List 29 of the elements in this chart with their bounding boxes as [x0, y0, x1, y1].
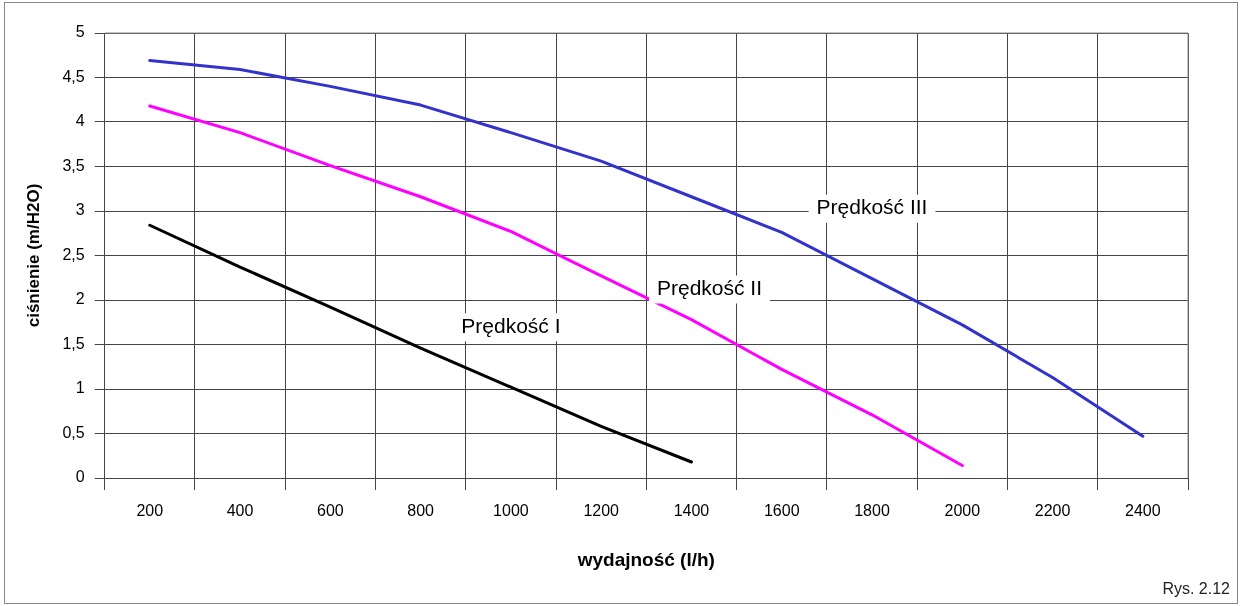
- text: Rys. 2.12: [1162, 580, 1230, 598]
- series-label: Prędkość II: [656, 276, 763, 300]
- x-tick-label: 2200: [1034, 502, 1071, 520]
- y-axis-title: ciśnienie (m/H2O): [23, 183, 43, 328]
- y-tick-label: 3: [75, 201, 85, 219]
- series-label: Prędkość I: [461, 314, 561, 338]
- y-tick-label: 3,5: [62, 156, 85, 174]
- x-tick-label: 800: [407, 502, 435, 520]
- x-tick-label: 1600: [763, 502, 800, 520]
- x-axis-title: wydajność (l/h): [576, 548, 715, 570]
- series-label: Prędkość III: [816, 195, 928, 219]
- x-tick-label: 400: [226, 502, 254, 520]
- x-tick-label: 1200: [583, 502, 620, 520]
- y-tick-label: 4,5: [62, 67, 85, 85]
- x-tick-label: 1800: [854, 502, 890, 520]
- x-tick-label: 1400: [673, 502, 710, 520]
- y-tick-label: 4: [75, 112, 85, 130]
- x-tick-label: 200: [136, 502, 164, 520]
- y-tick-label: 1: [75, 379, 85, 397]
- y-tick-label: 1,5: [62, 334, 85, 352]
- x-tick-label: 2400: [1125, 502, 1161, 520]
- y-tick-label: 2,5: [62, 245, 85, 263]
- y-tick-label: 0,5: [62, 423, 85, 441]
- y-tick-label: 5: [75, 23, 85, 41]
- y-tick-label: 0: [75, 468, 85, 486]
- x-tick-label: 600: [316, 502, 344, 520]
- x-tick-label: 2000: [944, 502, 981, 520]
- y-tick-label: 2: [75, 290, 85, 308]
- x-tick-label: 1000: [493, 502, 529, 520]
